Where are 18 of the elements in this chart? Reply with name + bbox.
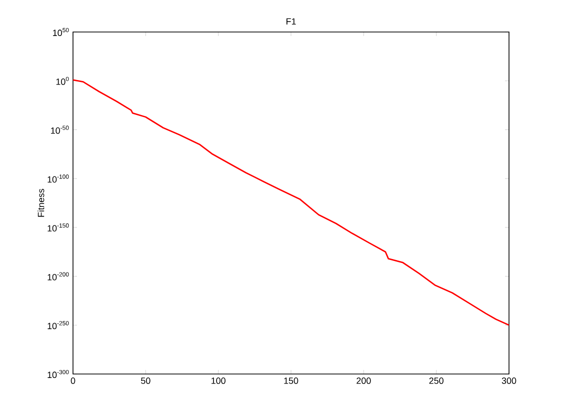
y-tick-label: 10$^{-300}$ [48, 370, 69, 378]
y-tick-label: 10$^{0}$ [56, 76, 69, 85]
y-tick-label: 10$^{-150}$ [48, 223, 69, 232]
x-tick-label: 150 [284, 378, 298, 384]
x-tick-label: 200 [356, 378, 371, 384]
y-tick-label: 10$^{50}$ [53, 28, 69, 36]
x-tick-label: 100 [212, 378, 226, 384]
x-tick-label: 250 [429, 378, 444, 384]
y-tick-label: 10$^{-100}$ [48, 174, 69, 183]
y-tick-label: 10$^{-200}$ [48, 272, 69, 280]
y-axis-title: Fitness [38, 188, 44, 217]
chart-title: F1 [286, 18, 296, 24]
line-series [73, 79, 510, 326]
y-tick-label: 10$^{-250}$ [48, 321, 69, 330]
x-tick-label: 300 [502, 378, 516, 384]
x-tick-label: 50 [141, 378, 150, 384]
y-tick-label: 10$^{-50}$ [51, 126, 69, 134]
x-tick-label: 0 [70, 378, 76, 384]
